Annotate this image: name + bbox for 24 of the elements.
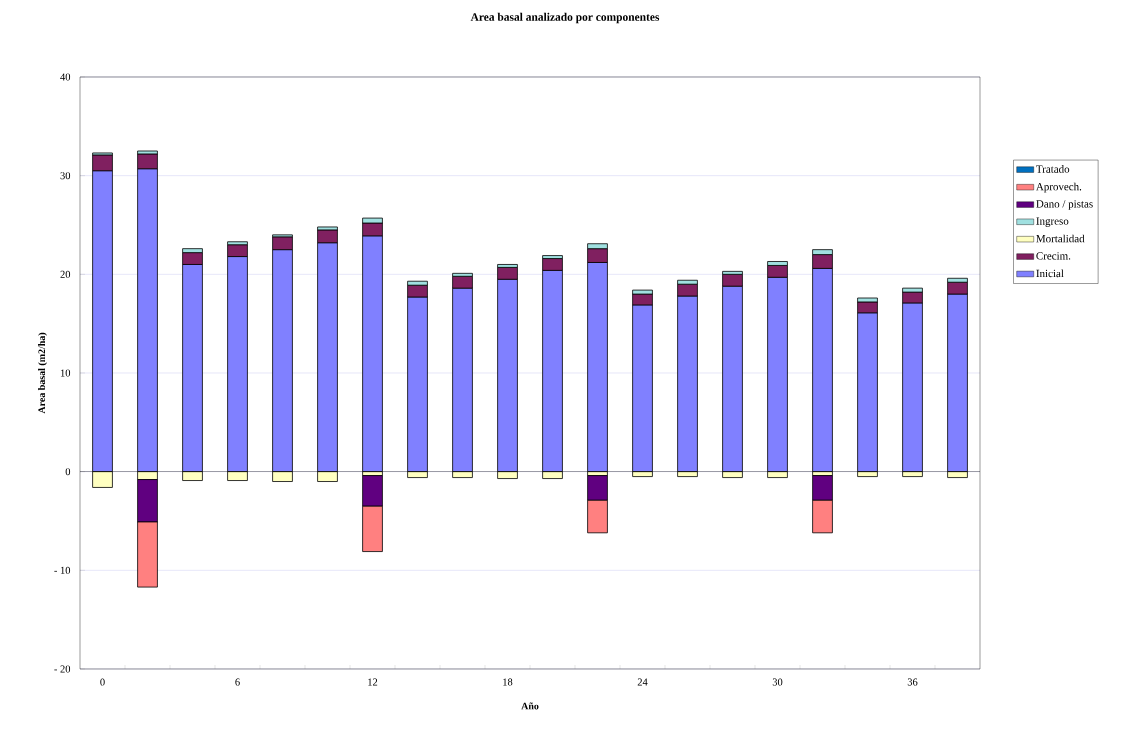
legend-label: Tratado (1036, 165, 1070, 173)
legend-label: Aprovech. (1036, 182, 1082, 193)
legend-label: Ingreso (1036, 217, 1069, 227)
x-tick-label: 36 (907, 678, 918, 686)
legend-label: Mortalidad (1036, 234, 1085, 243)
y-tick-label: 0 (65, 468, 71, 476)
x-tick-label: 12 (368, 678, 378, 686)
legend-label: Inicial (1036, 269, 1064, 278)
y-tick-label: 10 (60, 369, 71, 377)
legend-label: Dano / pistas (1036, 200, 1093, 210)
legend-label: Crecim. (1036, 252, 1071, 260)
y-axis-title: Area basal (m2/ha) (38, 332, 48, 414)
x-tick-label: 6 (235, 678, 240, 686)
chart-title: Area basal analizado por componentes (470, 12, 660, 24)
y-tick-label: 40 (60, 73, 71, 81)
x-tick-label: 0 (100, 678, 105, 686)
x-axis-title: Año (521, 702, 539, 710)
x-tick-label: 24 (637, 678, 648, 686)
y-tick-label: - 10 (54, 566, 71, 574)
x-tick-label: 18 (503, 678, 513, 686)
y-tick-label: 20 (60, 270, 71, 278)
x-tick-label: 30 (772, 678, 783, 686)
y-tick-label: 30 (60, 172, 71, 180)
y-tick-label: - 20 (54, 665, 71, 673)
